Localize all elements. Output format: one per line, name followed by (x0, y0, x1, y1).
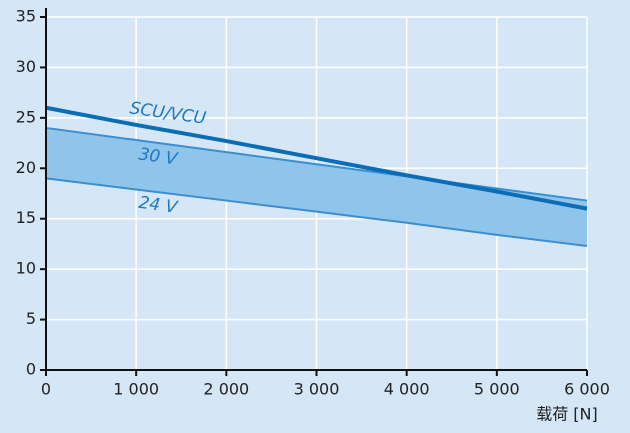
x-tick-label: 2 000 (203, 380, 249, 399)
band (46, 127, 587, 246)
y-tick-label: 25 (16, 107, 36, 126)
line (45, 126, 588, 202)
series-label: 24 V (137, 193, 179, 218)
x-tick-label: 3 000 (294, 380, 340, 399)
y-tick-label: 15 (16, 208, 36, 227)
y-tick-label: 5 (26, 309, 36, 328)
y-tick-label: 20 (16, 158, 36, 177)
y-tick-label: 30 (16, 57, 36, 76)
x-tick-label: 5 000 (474, 380, 520, 399)
x-tick-label: 0 (41, 380, 51, 399)
x-tick-label: 6 000 (564, 380, 610, 399)
y-tick-label: 35 (16, 7, 36, 26)
x-tick-label: 4 000 (384, 380, 430, 399)
x-tick-label: 1 000 (113, 380, 159, 399)
line (45, 105, 588, 211)
y-tick-label: 0 (26, 360, 36, 379)
x-axis-label: 载荷 [N] (536, 405, 598, 424)
line (45, 177, 588, 247)
y-tick-label: 10 (16, 259, 36, 278)
